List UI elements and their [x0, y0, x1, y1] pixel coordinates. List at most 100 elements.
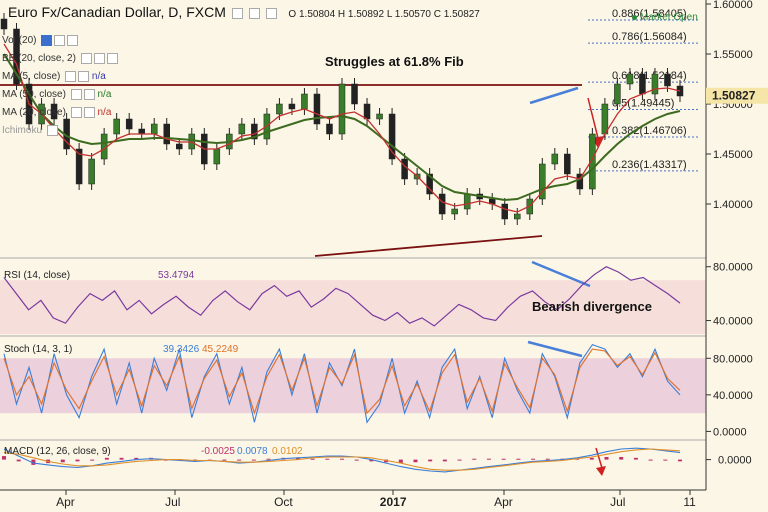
- candle-body: [163, 123, 170, 145]
- macd-histogram-bar: [501, 458, 506, 460]
- rsi-title: RSI (14, close): [4, 270, 70, 281]
- rsi-panel: [3, 266, 681, 327]
- settings-icon[interactable]: [46, 124, 58, 136]
- candle-body: [363, 103, 371, 120]
- hide-icon[interactable]: [78, 70, 90, 82]
- macd-histogram-bar: [457, 459, 462, 461]
- candle-body: [551, 153, 559, 165]
- macd-histogram-bar: [104, 457, 109, 460]
- fib-label: 0.786(1.56084): [612, 31, 687, 43]
- x-tick-label: 2017: [380, 495, 407, 509]
- fib-label: 0.886(1.58405): [612, 8, 687, 20]
- settings-icon[interactable]: [65, 70, 77, 82]
- panel-titles: RSI (14, close) 53.4794 Stoch (14, 3, 1) 3…: [4, 270, 303, 457]
- rsi-value: 53.4794: [158, 270, 195, 281]
- rsi-band: [0, 280, 706, 334]
- legend-bb[interactable]: BB (20, close, 2): [2, 50, 118, 68]
- macd-histogram-bar: [60, 459, 65, 463]
- price-axis-area: [706, 0, 768, 512]
- y-tick-label: 1.40000: [713, 199, 753, 211]
- macd-hist-value: -0.0025: [201, 446, 235, 457]
- indicator-legend: Vol (20) BB (20, close, 2) MA (5, close)…: [2, 32, 118, 140]
- macd-histogram-bar: [589, 457, 594, 460]
- macd-histogram-bar: [442, 459, 447, 462]
- legend-ichimoku[interactable]: Ichimoku: [2, 122, 118, 140]
- candle-body: [514, 213, 521, 220]
- macd-histogram-bar: [340, 458, 344, 460]
- remove-icon[interactable]: [106, 52, 118, 64]
- macd-histogram-bar: [134, 457, 139, 460]
- candle-body: [88, 158, 95, 185]
- candle-body: [388, 113, 396, 160]
- macd-histogram-bar: [648, 459, 653, 461]
- market-status-dot-icon: [632, 14, 637, 20]
- candle-body: [338, 83, 346, 135]
- legend-ma5[interactable]: MA (5, close) n/a: [2, 70, 106, 82]
- settings-icon[interactable]: [70, 106, 82, 118]
- macd-histogram-bar: [633, 457, 638, 460]
- macd-histogram-bar: [90, 459, 95, 461]
- candle-body: [276, 103, 283, 115]
- hide-icon[interactable]: [83, 106, 95, 118]
- chart-title: Euro Fx/Canadian Dollar, D, FXCM: [8, 4, 226, 20]
- y-tick-label: 1.45000: [713, 149, 753, 161]
- macd-value: 0.0078: [237, 446, 268, 457]
- x-tick-label: Oct: [274, 495, 293, 509]
- last-price-label: 1.50827: [712, 89, 756, 103]
- macd-signal-line: [3, 448, 681, 471]
- candle-body: [125, 118, 133, 130]
- settings-icon[interactable]: [231, 7, 243, 19]
- grid-lines: [0, 257, 706, 441]
- support-trendline: [314, 235, 543, 257]
- candle-body: [651, 73, 659, 95]
- candle-body: [564, 153, 571, 175]
- candle-body: [376, 113, 383, 120]
- settings-icon[interactable]: [80, 52, 92, 64]
- candle-body: [589, 133, 596, 190]
- macd-arrow-shaft: [595, 447, 603, 469]
- legend-ma20[interactable]: MA (20, close) n/a: [2, 106, 112, 118]
- annotation-divergence: Bearish divergence: [532, 299, 652, 314]
- macd-histogram-bar: [486, 458, 491, 460]
- chart-header: Euro Fx/Canadian Dollar, D, FXCM O 1.508…: [8, 4, 480, 20]
- rsi-divergence-line: [531, 260, 591, 288]
- candle-body: [326, 123, 333, 135]
- candle-body: [463, 193, 471, 210]
- remove-icon[interactable]: [67, 34, 79, 46]
- candle-body: [150, 123, 158, 135]
- hide-icon[interactable]: [248, 7, 260, 19]
- stoch-tick-label: 80.0000: [713, 353, 753, 365]
- hide-icon[interactable]: [54, 34, 66, 46]
- macd-histogram-bar: [222, 459, 227, 461]
- candle-body: [313, 93, 321, 125]
- stoch-title: Stoch (14, 3, 1): [4, 344, 72, 355]
- price-panel: [0, 13, 684, 225]
- annotation-struggle: Struggles at 61.8% Fib: [325, 54, 464, 69]
- candle-body: [50, 103, 58, 120]
- candle-body: [238, 123, 246, 135]
- legend-ma50[interactable]: MA (50, close) n/a: [2, 88, 112, 100]
- remove-icon[interactable]: [265, 7, 277, 19]
- fib-label: 0.236(1.43317): [612, 159, 687, 171]
- fib-label: 0.5(1.49445): [612, 98, 674, 110]
- fib-label: 0.618(1.52184): [612, 70, 687, 82]
- macd-tick-label: 0.0000: [718, 455, 752, 467]
- down-arrow-shaft: [587, 97, 599, 139]
- settings-icon[interactable]: [41, 34, 53, 46]
- macd-histogram-bar: [237, 459, 242, 461]
- y-tick-label: 1.55000: [713, 49, 753, 61]
- candle-body: [626, 73, 634, 85]
- stoch-k-line: [3, 343, 681, 424]
- macd-histogram-bar: [413, 459, 418, 463]
- settings-icon[interactable]: [70, 88, 82, 100]
- hide-icon[interactable]: [93, 52, 105, 64]
- candle-body: [401, 158, 408, 180]
- hide-icon[interactable]: [83, 88, 95, 100]
- legend-vol[interactable]: Vol (20): [2, 32, 118, 50]
- candle-body: [0, 18, 8, 30]
- macd-histogram-bar: [31, 459, 36, 465]
- candle-body: [576, 173, 584, 190]
- candle-body: [213, 148, 221, 165]
